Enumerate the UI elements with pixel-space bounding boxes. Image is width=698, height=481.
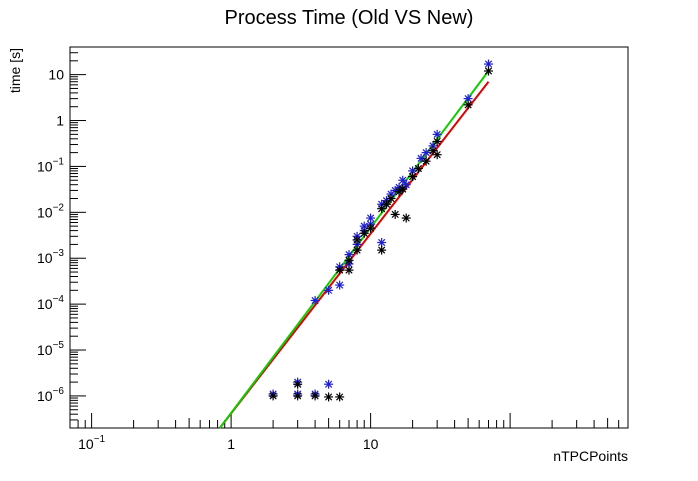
- x-axis-ticks: 10−1 1 10: [78, 434, 378, 452]
- chart-title: Process Time (Old VS New): [225, 7, 474, 29]
- x-tick-label: 10: [363, 436, 379, 452]
- y-tick-label: 10−1: [37, 156, 64, 174]
- fit-line-2: [219, 70, 490, 429]
- data-point: [398, 184, 408, 194]
- fit-line-1: [219, 81, 490, 429]
- data-point: [390, 209, 400, 219]
- data-point: [382, 199, 392, 209]
- y-tick-label: 10−3: [37, 248, 64, 266]
- data-point: [344, 250, 354, 260]
- data-point: [421, 156, 431, 166]
- y-axis-minor-ticks: [70, 46, 86, 429]
- y-axis-label: time [s]: [7, 48, 23, 93]
- data-point: [324, 379, 334, 389]
- y-tick-label: 10: [48, 67, 64, 83]
- data-point: [421, 148, 431, 158]
- data-point: [432, 136, 442, 146]
- data-point: [352, 235, 362, 245]
- data-point: [366, 213, 376, 223]
- data-point: [401, 213, 411, 223]
- y-axis-ticks: 10−6 10−5 10−4 10−3 10−2 10−1 1 10: [37, 67, 64, 404]
- data-point: [324, 285, 334, 295]
- plot-frame: [69, 46, 629, 429]
- y-tick-label: 10−2: [37, 202, 64, 220]
- fit-lines: [219, 70, 490, 429]
- x-axis-label: nTPCPoints: [553, 448, 628, 464]
- data-point: [324, 392, 334, 402]
- data-point: [335, 265, 345, 275]
- data-point: [310, 391, 320, 401]
- data-point: [484, 66, 493, 76]
- data-point: [463, 100, 473, 110]
- data-point: [366, 223, 376, 233]
- y-tick-label: 10−6: [37, 386, 64, 404]
- data-point: [344, 255, 354, 265]
- data-point: [413, 164, 423, 174]
- data-point: [310, 295, 320, 305]
- data-point: [484, 59, 493, 69]
- y-tick-label: 1: [56, 113, 64, 129]
- y-tick-label: 10−4: [37, 294, 64, 312]
- data-point: [408, 172, 418, 182]
- data-point: [352, 245, 362, 255]
- data-point: [293, 391, 303, 401]
- data-markers: [268, 59, 493, 402]
- data-point: [344, 265, 354, 275]
- data-point: [432, 129, 442, 139]
- x-tick-label: 10−1: [78, 434, 105, 452]
- x-tick-label: 1: [227, 436, 235, 452]
- x-axis-minor-ticks: [69, 413, 629, 428]
- data-point: [268, 391, 278, 401]
- data-point: [335, 392, 345, 402]
- data-point: [463, 94, 473, 104]
- data-point: [335, 280, 345, 290]
- data-point: [293, 379, 303, 389]
- data-point: [377, 238, 387, 248]
- data-point: [432, 150, 442, 160]
- data-point: [377, 245, 387, 255]
- y-tick-label: 10−5: [37, 340, 64, 358]
- data-point: [359, 228, 369, 238]
- data-point: [386, 194, 396, 204]
